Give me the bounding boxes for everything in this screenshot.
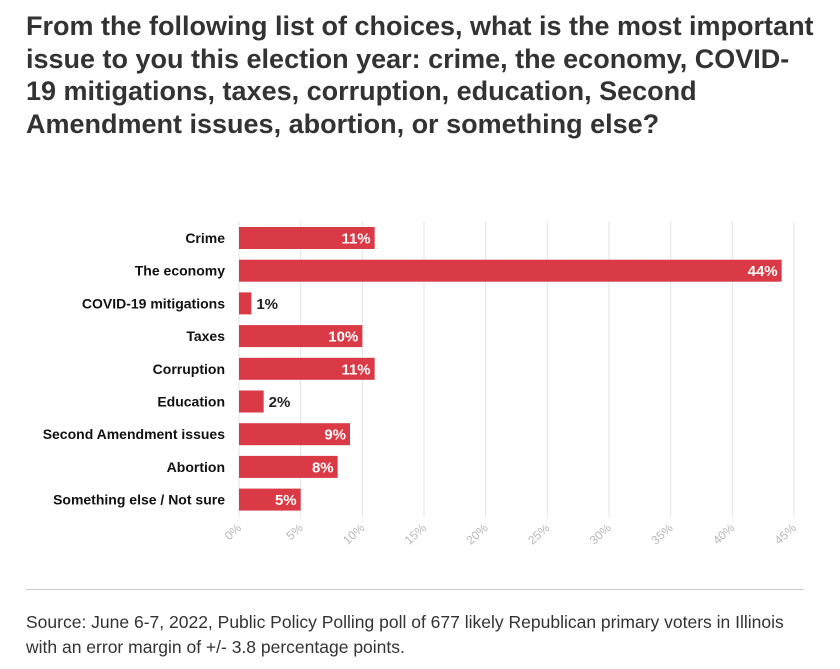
x-tick-label: 40% xyxy=(710,521,737,548)
x-tick-label: 0% xyxy=(222,521,245,543)
x-tick-label: 5% xyxy=(283,521,306,543)
x-axis: 0% 5% 10% 15% 20% 25% 30% 35% 40% 45% xyxy=(222,521,799,548)
x-tick-label: 15% xyxy=(402,521,429,548)
data-label: 2% xyxy=(269,394,291,411)
bar xyxy=(239,259,782,282)
category-labels: Crime The economy COVID-19 mitigations Taxe… xyxy=(43,230,226,508)
data-label: 9% xyxy=(324,427,346,444)
x-tick-label: 25% xyxy=(525,521,552,548)
bar xyxy=(239,488,301,511)
bar xyxy=(239,325,363,348)
category-label: Education xyxy=(157,394,225,410)
bars: 11% 44% 1% 10% 11% 2% 9% 8% 5% xyxy=(239,227,782,511)
data-label: 5% xyxy=(275,492,297,509)
category-label: Second Amendment issues xyxy=(43,426,226,442)
bar xyxy=(239,390,264,413)
data-label: 1% xyxy=(256,296,278,313)
category-label: Corruption xyxy=(153,361,225,377)
bar xyxy=(239,357,375,380)
category-label: The economy xyxy=(135,263,225,279)
source-note: Source: June 6-7, 2022, Public Policy Po… xyxy=(26,612,784,657)
data-label: 10% xyxy=(328,329,358,346)
x-tick-label: 45% xyxy=(772,521,799,548)
bar xyxy=(239,423,350,446)
bar xyxy=(239,455,338,478)
divider xyxy=(26,589,804,590)
data-label: 11% xyxy=(341,361,370,378)
chart-title: From the following list of choices, what… xyxy=(26,11,814,139)
x-tick-label: 30% xyxy=(587,521,614,548)
bar xyxy=(239,227,375,249)
data-label: 8% xyxy=(312,459,334,476)
data-label: 11% xyxy=(341,231,370,248)
category-label: COVID-19 mitigations xyxy=(82,295,225,311)
category-label: Something else / Not sure xyxy=(53,492,225,508)
bar xyxy=(239,292,252,315)
x-tick-label: 10% xyxy=(340,521,367,548)
category-label: Taxes xyxy=(186,328,225,344)
x-tick-label: 35% xyxy=(648,521,675,548)
category-label: Crime xyxy=(185,230,225,246)
x-tick-label: 20% xyxy=(463,521,490,548)
category-label: Abortion xyxy=(167,459,225,475)
data-label: 44% xyxy=(748,263,778,280)
